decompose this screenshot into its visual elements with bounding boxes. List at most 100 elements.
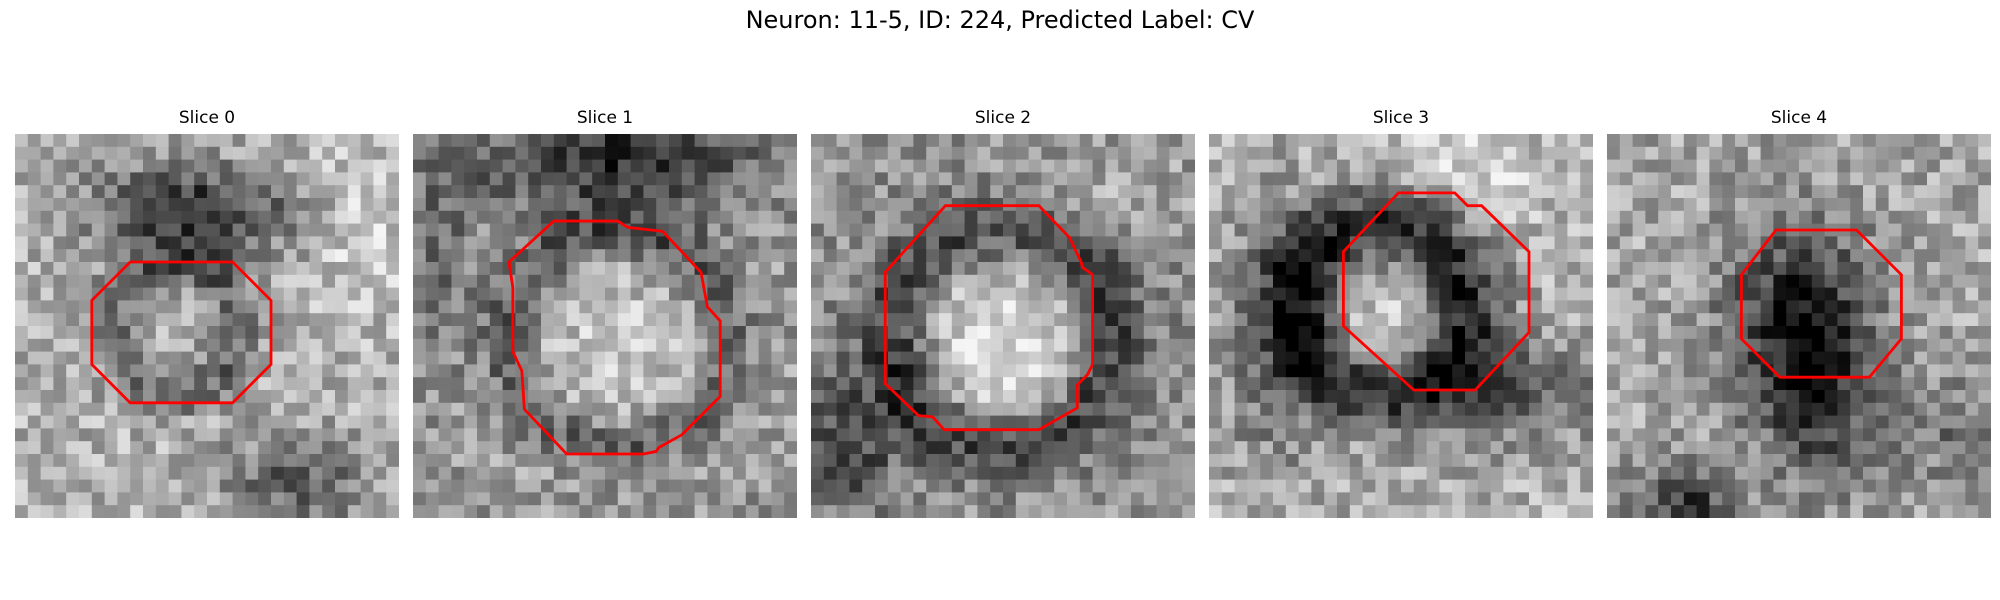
pixel <box>232 441 246 455</box>
pixel <box>207 441 221 455</box>
pixel <box>951 300 966 314</box>
pixel <box>681 134 696 148</box>
pixel <box>566 223 580 237</box>
pixel <box>1054 262 1068 276</box>
pixel <box>245 236 259 250</box>
pixel <box>528 402 542 417</box>
pixel <box>1978 223 1991 237</box>
pixel <box>425 454 440 468</box>
pixel <box>1811 466 1826 481</box>
pixel <box>1632 287 1646 301</box>
pixel <box>1799 249 1813 263</box>
pixel <box>1260 287 1274 301</box>
pixel <box>15 492 29 506</box>
pixel <box>79 262 93 276</box>
pixel <box>477 262 491 276</box>
pixel <box>322 287 336 301</box>
pixel <box>245 402 259 417</box>
pixel <box>66 505 80 518</box>
pixel <box>656 274 670 289</box>
pixel <box>887 134 902 148</box>
pixel <box>1709 326 1723 340</box>
pixel <box>1824 313 1838 327</box>
pixel <box>413 402 427 417</box>
pixel <box>464 415 478 429</box>
pixel <box>296 466 310 481</box>
pixel <box>1054 300 1068 314</box>
pixel <box>438 287 452 301</box>
pixel <box>1747 313 1762 327</box>
pixel <box>1888 505 1902 518</box>
pixel <box>694 313 708 327</box>
pixel <box>1773 326 1787 340</box>
pixel <box>1234 210 1248 225</box>
pixel <box>1426 505 1440 518</box>
pixel <box>386 185 399 199</box>
pixel <box>1554 223 1568 237</box>
pixel <box>875 185 889 199</box>
pixel <box>707 377 721 391</box>
pixel <box>181 274 195 289</box>
pixel <box>373 492 387 506</box>
pixel <box>15 223 29 237</box>
pixel <box>1452 364 1466 378</box>
pixel <box>130 402 144 417</box>
pixel <box>1169 185 1183 199</box>
pixel <box>913 185 927 199</box>
pixel <box>939 223 953 237</box>
pixel <box>1786 210 1800 225</box>
pixel <box>1401 479 1415 493</box>
pixel <box>1477 313 1492 327</box>
pixel <box>1324 262 1338 276</box>
pixel <box>1028 287 1042 301</box>
pixel <box>207 505 221 518</box>
pixel <box>900 415 914 429</box>
pixel <box>1914 198 1928 212</box>
pixel <box>219 326 234 340</box>
pixel <box>566 300 580 314</box>
pixel <box>15 338 29 353</box>
pixel <box>1901 479 1915 493</box>
pixel <box>360 338 374 353</box>
pixel <box>784 338 797 353</box>
pixel <box>1850 134 1864 148</box>
pixel <box>322 466 336 481</box>
pixel <box>1567 262 1581 276</box>
pixel <box>811 198 825 212</box>
pixel <box>1015 428 1030 442</box>
pixel <box>347 210 362 225</box>
pixel <box>464 505 478 518</box>
pixel <box>1105 390 1119 404</box>
pixel <box>1234 454 1248 468</box>
pixel <box>296 351 310 365</box>
pixel <box>1696 210 1710 225</box>
pixel <box>438 326 452 340</box>
pixel <box>1658 172 1672 186</box>
pixel <box>977 134 991 148</box>
pixel <box>1067 479 1081 493</box>
pixel <box>720 210 734 225</box>
pixel <box>811 441 825 455</box>
pixel <box>553 492 568 506</box>
pixel <box>1901 146 1915 161</box>
pixel <box>1054 146 1068 161</box>
pixel <box>1401 146 1415 161</box>
pixel <box>811 249 825 263</box>
pixel <box>322 223 336 237</box>
pixel <box>1927 185 1941 199</box>
pixel <box>1735 454 1749 468</box>
pixel <box>1273 441 1287 455</box>
pixel <box>1554 236 1568 250</box>
pixel <box>1541 326 1556 340</box>
pixel <box>1234 172 1248 186</box>
pixel <box>758 300 772 314</box>
pixel <box>1580 185 1593 199</box>
pixel <box>1260 172 1274 186</box>
pixel <box>1696 262 1710 276</box>
pixel <box>681 466 696 481</box>
pixel <box>1709 223 1723 237</box>
pixel <box>964 172 978 186</box>
pixel <box>502 185 516 199</box>
pixel <box>771 159 785 173</box>
pixel <box>849 146 863 161</box>
